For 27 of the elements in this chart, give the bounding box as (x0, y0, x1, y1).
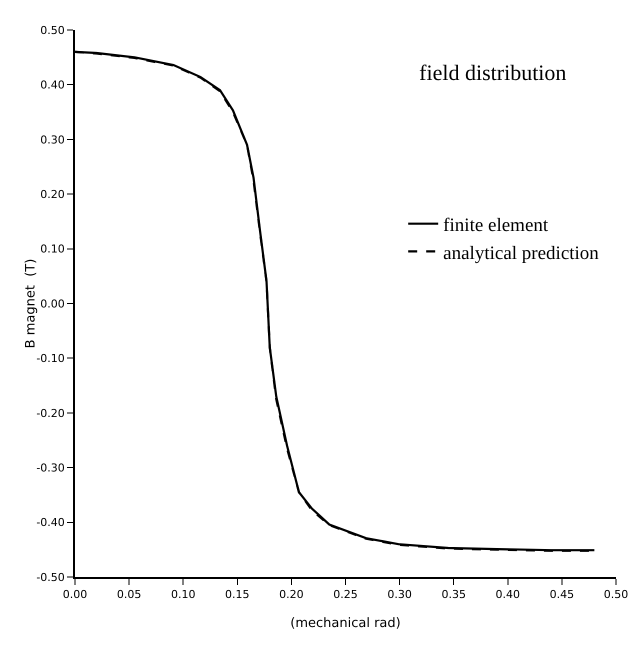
y-tick-label: 0.30 (40, 133, 65, 146)
y-tick-label: 0.10 (40, 242, 65, 256)
y-tick-label: -0.40 (36, 516, 65, 530)
x-axis-title: (mechanical rad) (290, 616, 401, 631)
x-tick-label: 0.30 (387, 588, 412, 602)
y-tick-label: -0.10 (36, 352, 65, 366)
text: field distribution (419, 60, 566, 86)
y-tick-label: -0.30 (36, 461, 65, 474)
y-tick-label: -0.50 (36, 570, 65, 584)
y-tick-label: -0.20 (36, 406, 65, 420)
x-tick-label: 0.00 (62, 588, 88, 602)
x-tick-label: 0.15 (225, 588, 250, 602)
y-tick-label: 0.20 (40, 188, 65, 201)
y-tick-label: 0.00 (40, 297, 65, 310)
x-tick-label: 0.10 (170, 588, 196, 602)
legend-label: analytical prediction (443, 242, 600, 264)
x-tick-label: 0.40 (496, 588, 520, 602)
y-tick-label: 0.50 (40, 24, 65, 37)
x-tick-label: 0.05 (116, 588, 142, 602)
x-tick-label: 0.50 (604, 588, 628, 602)
y-tick-label: 0.40 (40, 78, 65, 92)
x-tick-label: 0.25 (333, 588, 358, 602)
x-tick-label: 0.20 (279, 588, 304, 602)
y-axis-title: B magnet (T) (23, 258, 38, 348)
x-tick-label: 0.45 (550, 588, 574, 602)
x-tick-label: 0.35 (441, 588, 466, 602)
legend-label: finite element (443, 215, 549, 236)
